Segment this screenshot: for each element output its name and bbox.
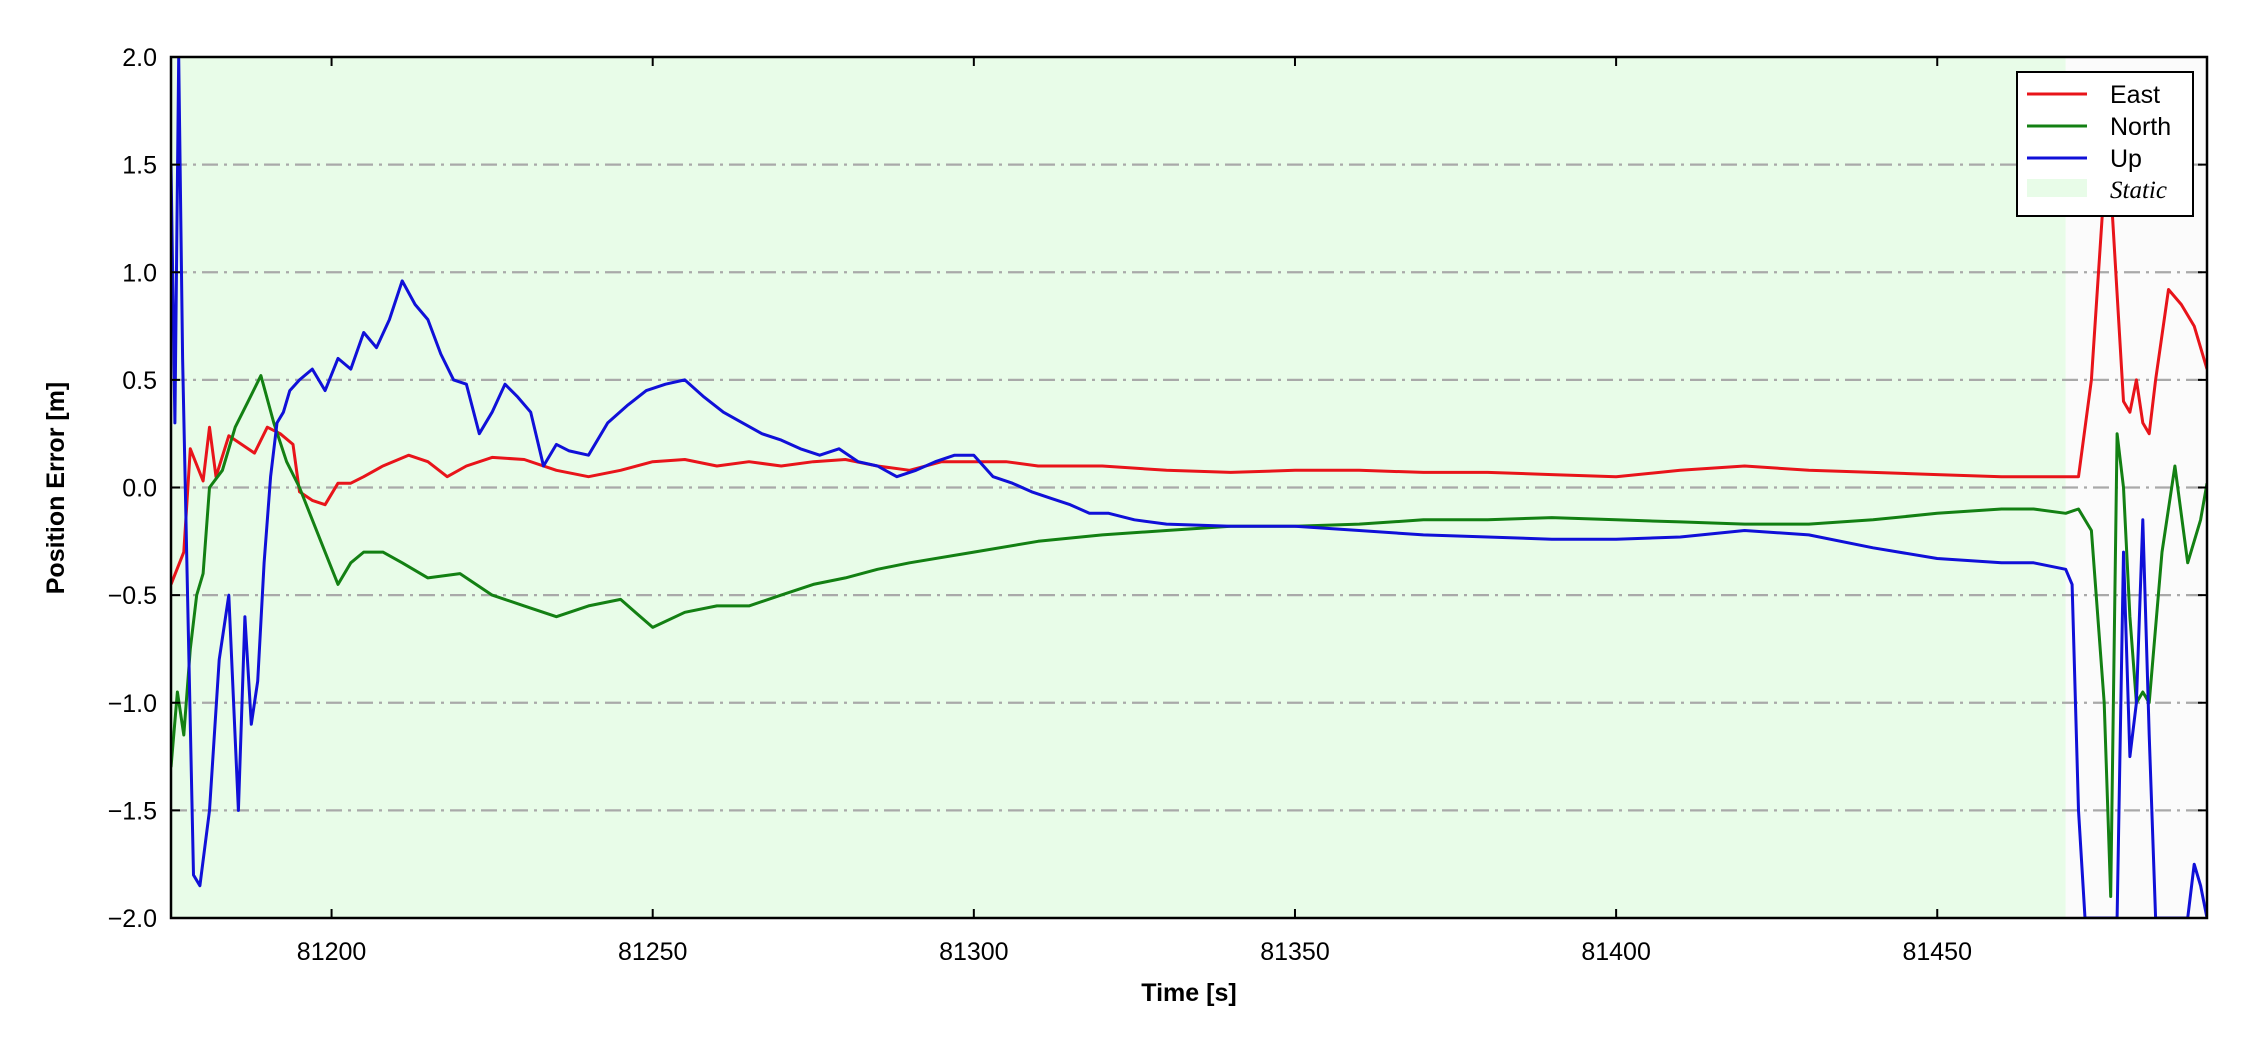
y-axis-label: Position Error [m] — [42, 382, 70, 595]
y-tick-label: −2.0 — [108, 905, 157, 933]
legend-up-label: Up — [2110, 145, 2142, 173]
y-tick-label: −1.0 — [108, 690, 157, 718]
series-line-north — [171, 374, 2207, 898]
y-tick-label: 1.0 — [122, 259, 157, 287]
x-tick-label: 81400 — [1581, 938, 1651, 966]
legend-north-label: North — [2110, 113, 2171, 141]
legend: East North Up Static — [2016, 71, 2194, 217]
y-tick-label: 0.5 — [122, 367, 157, 395]
x-tick-label: 81300 — [939, 938, 1009, 966]
legend-static-swatch — [2027, 179, 2087, 197]
grid-lines — [171, 163, 2207, 812]
x-tick-label: 81200 — [297, 938, 367, 966]
x-tick-label: 81250 — [618, 938, 688, 966]
y-tick-label: −0.5 — [108, 582, 157, 610]
series-line-up — [171, 57, 2207, 918]
x-tick-label: 81450 — [1902, 938, 1972, 966]
y-tick-label: 1.5 — [122, 152, 157, 180]
x-axis-label: Time [s] — [1141, 979, 1236, 1007]
y-tick-label: −1.5 — [108, 797, 157, 825]
legend-static-label: Static — [2110, 177, 2167, 204]
legend-east-label: East — [2110, 81, 2160, 109]
y-tick-label: 2.0 — [122, 44, 157, 72]
y-tick-label: 0.0 — [122, 475, 157, 503]
x-tick-label: 81350 — [1260, 938, 1330, 966]
